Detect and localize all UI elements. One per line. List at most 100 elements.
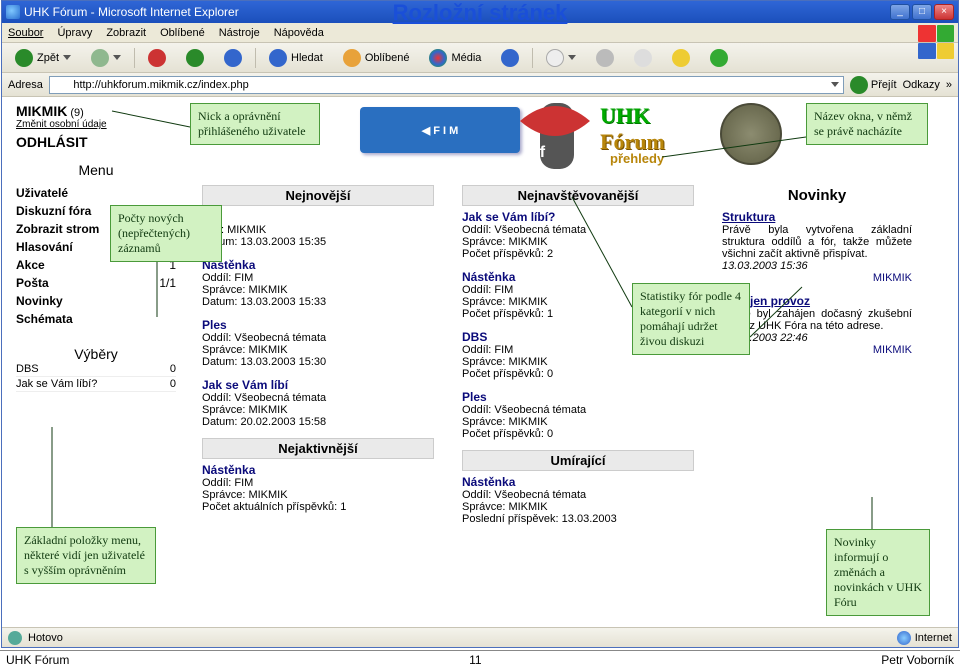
- col-header: Nejnavštěvovanější: [462, 185, 694, 206]
- messenger-button[interactable]: [703, 46, 735, 70]
- mail-button[interactable]: [539, 46, 583, 70]
- history-button[interactable]: [494, 46, 526, 70]
- col-header: Nejnovější: [202, 185, 434, 206]
- page-done-icon: [8, 631, 22, 645]
- separator: [532, 48, 533, 68]
- footer-left: UHK Fórum: [6, 653, 69, 667]
- forum-entry[interactable]: Nástěnka Oddíl: FIM Správce: MIKMIK Datu…: [202, 258, 434, 308]
- callout-news: Novinky informují o změnách a novinkách …: [826, 529, 930, 616]
- statusbar: Hotovo Internet: [2, 627, 958, 647]
- edit-icon: [634, 49, 652, 67]
- slide-footer: UHK Fórum 11 Petr Voborník: [0, 650, 960, 669]
- discuss-button[interactable]: [665, 46, 697, 70]
- minimize-button[interactable]: _: [890, 4, 910, 20]
- edit-button[interactable]: [627, 46, 659, 70]
- footer-right: Petr Voborník: [881, 653, 954, 667]
- home-icon: [224, 49, 242, 67]
- mail-icon: [546, 49, 564, 67]
- callout-counts: Počty nových (nepřečtených) záznamů: [110, 205, 222, 262]
- menu-help[interactable]: Nápověda: [274, 27, 324, 39]
- chevron-down-icon[interactable]: [831, 82, 839, 87]
- address-bar: Adresa Přejít Odkazy »: [2, 73, 958, 97]
- callout-nick: Nick a oprávnění přihlášeného uživatele: [190, 103, 320, 145]
- go-button[interactable]: Přejít: [850, 76, 897, 94]
- vybery-header: Výběry: [16, 346, 176, 362]
- search-icon: [269, 49, 287, 67]
- go-icon: [850, 76, 868, 94]
- refresh-button[interactable]: [179, 46, 211, 70]
- print-button[interactable]: [589, 46, 621, 70]
- toolbar: Zpět Hledat Oblíbené Média: [2, 43, 958, 73]
- media-label: Média: [451, 52, 481, 64]
- logout-link[interactable]: ODHLÁSIT: [16, 134, 88, 150]
- back-button[interactable]: Zpět: [8, 46, 78, 70]
- menu-item-users[interactable]: Uživatelé: [16, 184, 176, 202]
- menu-item-schemas[interactable]: Schémata: [16, 310, 176, 328]
- back-icon: [15, 49, 33, 67]
- menu-tools[interactable]: Nástroje: [219, 27, 260, 39]
- menu-fav[interactable]: Oblíbené: [160, 27, 205, 39]
- forum-entry[interactable]: FIM Vce: MIKMIK Datum: 13.03.2003 15:35: [202, 210, 434, 248]
- discuss-icon: [672, 49, 690, 67]
- forum-entry[interactable]: Ples Oddíl: Všeobecná témata Správce: MI…: [202, 318, 434, 368]
- forum-entry[interactable]: Nástěnka Oddíl: Všeobecná témata Správce…: [462, 475, 694, 525]
- ie-icon: [6, 5, 20, 19]
- menu-item-mail[interactable]: Pošta1/1: [16, 274, 176, 292]
- messenger-icon: [710, 49, 728, 67]
- menubar: Soubor Úpravy Zobrazit Oblíbené Nástroje…: [2, 23, 958, 43]
- vybery-item[interactable]: DBS0: [16, 362, 176, 377]
- links-label[interactable]: Odkazy: [903, 79, 940, 91]
- back-label: Zpět: [37, 52, 59, 64]
- address-field[interactable]: [49, 76, 844, 94]
- history-icon: [501, 49, 519, 67]
- news-header: Novinky: [722, 185, 912, 206]
- window-title: UHK Fórum - Microsoft Internet Explorer: [24, 5, 239, 19]
- col-header: Umírající: [462, 450, 694, 471]
- column-news: Novinky Struktura Právě byla vytvořena z…: [722, 185, 912, 366]
- chevron-down-icon: [63, 55, 71, 60]
- menu-item-news[interactable]: Novinky: [16, 292, 176, 310]
- address-label: Adresa: [8, 79, 43, 91]
- forum-entry[interactable]: Jak se Vám líbí? Oddíl: Všeobecná témata…: [462, 210, 694, 260]
- callout-window-name: Název okna, v němž se právě nacházíte: [806, 103, 928, 145]
- forum-entry[interactable]: Ples Oddíl: Všeobecná témata Správce: MI…: [462, 390, 694, 440]
- section-name: přehledy: [610, 151, 664, 166]
- callout-menu: Základní položky menu, některé vidí jen …: [16, 527, 156, 584]
- close-button[interactable]: ×: [934, 4, 954, 20]
- home-button[interactable]: [217, 46, 249, 70]
- maximize-button[interactable]: □: [912, 4, 932, 20]
- footer-page: 11: [469, 653, 481, 667]
- print-icon: [596, 49, 614, 67]
- status-text: Hotovo: [28, 632, 63, 644]
- forum-entry[interactable]: Jak se Vám líbí Oddíl: Všeobecná témata …: [202, 378, 434, 428]
- col-header: Nejaktivnější: [202, 438, 434, 459]
- separator: [255, 48, 256, 68]
- favorites-button[interactable]: Oblíbené: [336, 46, 417, 70]
- menu-header: Menu: [16, 162, 176, 178]
- fim-logo: ◀ F I M: [360, 107, 520, 153]
- vybery-item[interactable]: Jak se Vám líbí?0: [16, 377, 176, 392]
- menu-file[interactable]: Soubor: [8, 27, 43, 39]
- forward-button[interactable]: [84, 46, 128, 70]
- vybery-list: DBS0 Jak se Vám líbí?0: [16, 362, 176, 392]
- favorites-label: Oblíbené: [365, 52, 410, 64]
- menu-edit[interactable]: Úpravy: [57, 27, 92, 39]
- url-input[interactable]: [71, 78, 827, 92]
- user-priv: (9): [70, 107, 83, 119]
- star-icon: [343, 49, 361, 67]
- chevron-down-icon: [113, 55, 121, 60]
- university-seal-icon: [720, 103, 782, 165]
- media-button[interactable]: Média: [422, 46, 488, 70]
- chevron-expand-icon[interactable]: »: [946, 79, 952, 91]
- news-entry: Zahájen provoz Právě byl zahájen dočasný…: [722, 294, 912, 356]
- user-nick: MIKMIK: [16, 103, 67, 119]
- menu-view[interactable]: Zobrazit: [106, 27, 146, 39]
- search-label: Hledat: [291, 52, 323, 64]
- stop-button[interactable]: [141, 46, 173, 70]
- change-profile-link[interactable]: Změnit osobní údaje: [16, 119, 107, 130]
- browser-window: UHK Fórum - Microsoft Internet Explorer …: [1, 0, 959, 648]
- separator: [134, 48, 135, 68]
- forum-entry[interactable]: Nástěnka Oddíl: FIM Správce: MIKMIK Poče…: [202, 463, 434, 513]
- column-newest: Nejnovější FIM Vce: MIKMIK Datum: 13.03.…: [202, 185, 434, 523]
- search-button[interactable]: Hledat: [262, 46, 330, 70]
